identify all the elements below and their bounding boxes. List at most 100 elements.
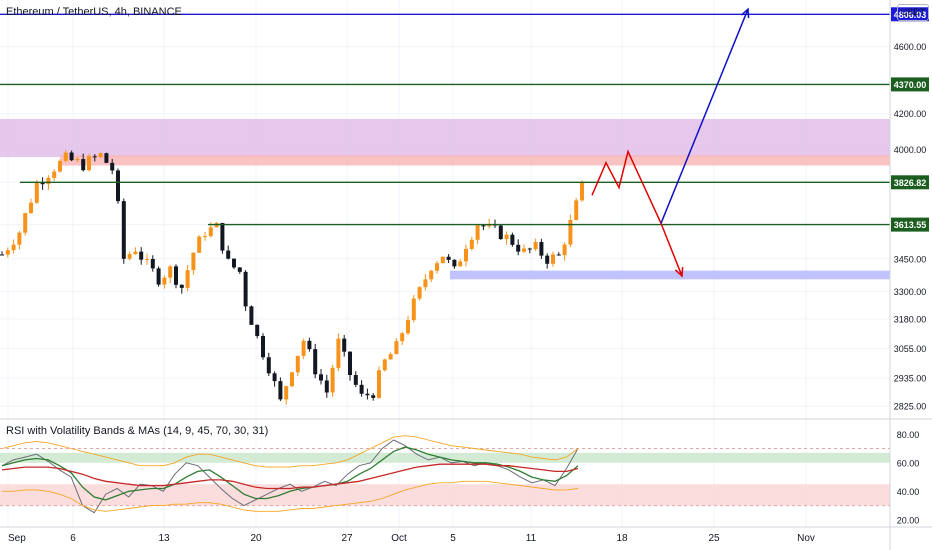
- candle-body-69: [400, 333, 405, 342]
- candle-body-16: [92, 156, 97, 158]
- grid-layer: [0, 0, 890, 527]
- candle-body-36: [208, 227, 213, 237]
- candle-body-91: [527, 248, 532, 250]
- zone-supply-red: [60, 155, 890, 166]
- candle-body-17: [98, 153, 103, 157]
- rsi-tick-0: 80.00: [897, 430, 920, 440]
- candle-body-3: [17, 232, 22, 245]
- candle-body-14: [81, 159, 86, 171]
- candle-body-6: [34, 182, 39, 203]
- candle-body-56: [324, 380, 329, 393]
- candle-body-48: [278, 381, 283, 400]
- candle-body-39: [226, 250, 231, 259]
- candle-body-73: [423, 279, 428, 288]
- chart-title: Ethereum / TetherUS, 4h, BINANCE: [6, 6, 182, 18]
- price-label-2: 4370.00: [894, 80, 927, 90]
- candle-body-70: [406, 320, 410, 334]
- candle-body-92: [533, 242, 538, 250]
- candle-body-66: [382, 359, 387, 371]
- candle-body-99: [574, 200, 579, 220]
- candle-body-33: [191, 252, 196, 271]
- rsi-band-lower-red: [0, 484, 890, 506]
- zones-layer: [0, 118, 890, 280]
- rsi-tick-1: 60.00: [897, 458, 920, 468]
- currency-badge[interactable]: USDT: [897, 4, 929, 21]
- candle-body-60: [348, 351, 352, 376]
- candle-body-29: [168, 266, 173, 278]
- candle-body-63: [365, 393, 370, 396]
- price-label-bg-2: [891, 77, 929, 92]
- candle-body-58: [336, 338, 341, 368]
- candle-body-23: [133, 251, 138, 255]
- candle-body-4: [23, 213, 28, 233]
- time-tick-10: Nov: [797, 533, 815, 544]
- price-label-bg-0: [891, 7, 929, 22]
- candle-body-35: [203, 236, 207, 238]
- candle-body-46: [266, 357, 271, 374]
- candle-body-40: [232, 258, 236, 268]
- candle-body-44: [255, 324, 260, 337]
- price-tick-10: 3055.00: [894, 344, 927, 354]
- candle-body-50: [290, 372, 294, 387]
- candle-body-90: [522, 248, 526, 252]
- time-tick-2: 13: [158, 533, 170, 544]
- price-label-0: 4806.03: [894, 10, 927, 20]
- candle-body-28: [162, 277, 167, 285]
- projection-bearish: [591, 149, 683, 277]
- price-tick-7: 3450.00: [894, 254, 927, 264]
- time-tick-1: 6: [70, 533, 76, 544]
- price-tick-1: 4600.00: [894, 42, 927, 52]
- candle-body-31: [179, 284, 184, 288]
- indicator-title: RSI with Volatility Bands & MAs (14, 9, …: [6, 425, 269, 437]
- candle-body-79: [458, 261, 463, 267]
- candle-body-8: [46, 177, 51, 185]
- price-tick-11: 2935.00: [894, 373, 927, 383]
- time-tick-5: Oct: [391, 533, 407, 544]
- candle-body-2: [11, 244, 16, 251]
- price-tick-9: 3180.00: [894, 314, 927, 324]
- candle-body-72: [417, 287, 422, 299]
- candle-body-51: [295, 355, 300, 373]
- time-tick-9: 25: [708, 533, 720, 544]
- candle-body-32: [185, 270, 190, 288]
- candle-body-65: [377, 370, 381, 398]
- time-tick-7: 11: [526, 533, 537, 544]
- candle-body-74: [429, 270, 434, 280]
- candle-body-77: [446, 256, 451, 260]
- candle-body-38: [220, 222, 225, 251]
- projection-arrow-bullish: [740, 7, 750, 19]
- candle-body-24: [139, 251, 144, 260]
- candle-body-43: [249, 306, 254, 325]
- candle-body-25: [145, 259, 149, 261]
- candle-body-78: [452, 259, 457, 267]
- candle-body-52: [301, 340, 306, 356]
- rsi-series-band-upper: [1, 435, 579, 468]
- price-tick-4: 4000.00: [894, 145, 927, 155]
- time-tick-6: 5: [450, 533, 456, 544]
- candle-body-49: [284, 386, 289, 400]
- candle-body-53: [307, 340, 312, 350]
- candle-body-98: [568, 219, 573, 245]
- price-label-bg-5: [891, 175, 929, 190]
- candle-body-42: [243, 271, 248, 307]
- candle-body-18: [104, 153, 109, 163]
- projection-arrow-bearish: [674, 267, 684, 278]
- candle-body-19: [110, 162, 115, 171]
- candle-body-34: [197, 236, 202, 253]
- price-tick-8: 3300.00: [894, 287, 927, 297]
- candle-body-83: [481, 225, 486, 227]
- candle-body-94: [545, 255, 550, 264]
- candle-body-82: [475, 225, 480, 240]
- price-tick-3: 4200.00: [894, 109, 927, 119]
- candle-body-21: [121, 201, 126, 259]
- candle-body-84: [487, 224, 492, 227]
- rsi-tick-3: 20.00: [897, 515, 920, 525]
- candle-body-93: [539, 242, 544, 256]
- candle-body-47: [272, 373, 277, 382]
- candle-body-86: [498, 225, 503, 240]
- price-tick-12: 2825.00: [894, 402, 927, 412]
- price-label-5: 3826.82: [894, 178, 927, 188]
- candle-body-96: [556, 254, 561, 256]
- candle-body-5: [29, 202, 33, 214]
